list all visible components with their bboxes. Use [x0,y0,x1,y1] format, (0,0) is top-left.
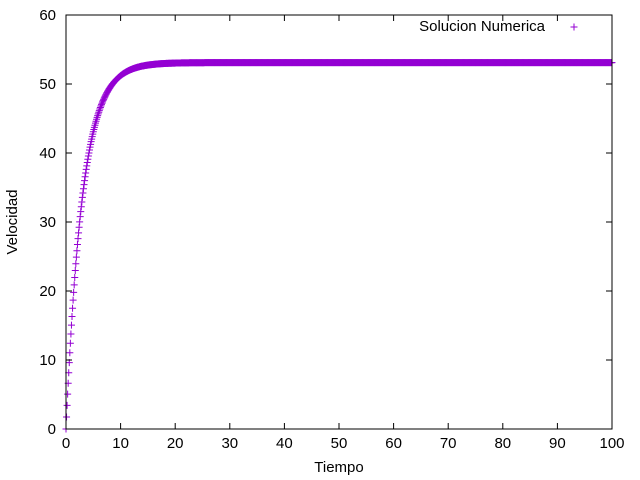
data-point [94,110,102,118]
data-point [84,152,92,160]
data-point [83,158,91,166]
data-point [76,213,84,221]
data-point [72,260,80,268]
y-tick-label: 10 [39,352,56,369]
x-tick-label: 20 [167,435,184,452]
data-point [82,169,90,177]
data-point [79,189,87,197]
series-layer [62,59,616,433]
data-point [83,162,91,170]
data-point [64,390,72,398]
data-point [67,321,75,329]
data-point [93,113,101,121]
data-point [78,198,86,206]
x-tick-label: 70 [440,435,457,452]
x-tick-label: 40 [276,435,293,452]
x-tick-label: 50 [331,435,348,452]
data-point [85,149,93,157]
data-point [81,173,89,181]
data-point [77,208,85,216]
legend-label: Solucion Numerica [419,18,546,35]
x-tick-label: 0 [62,435,70,452]
data-point [74,235,82,243]
data-point [81,177,89,185]
data-point [77,203,85,211]
x-tick-label: 90 [549,435,566,452]
data-point [72,253,80,261]
y-tick-label: 0 [48,421,56,438]
x-axis-title: Tiempo [314,459,363,476]
data-point [73,247,81,255]
x-tick-label: 30 [221,435,238,452]
data-point [71,274,79,282]
data-point [95,107,103,115]
data-point [75,223,83,231]
data-point [71,267,79,275]
data-point [63,413,71,421]
data-point [76,218,84,226]
legend-marker [570,23,578,31]
data-point [68,313,76,321]
y-tick-label: 30 [39,214,56,231]
data-point [82,165,90,173]
data-point [70,288,78,296]
data-point [63,401,71,409]
data-point [66,339,74,347]
data-point [69,296,77,304]
y-tick-label: 50 [39,76,56,93]
data-point [75,229,83,237]
data-point [96,103,104,111]
y-axis-title: Velocidad [4,189,21,254]
data-point [84,155,92,163]
x-tick-label: 10 [112,435,129,452]
data-point [85,146,93,154]
data-point [79,185,87,193]
y-tick-label: 40 [39,145,56,162]
x-tick-label: 100 [599,435,624,452]
data-point [66,349,74,357]
data-point [73,241,81,249]
x-axis: 0 10 20 30 40 50 60 70 80 90 100 [62,15,625,452]
legend-plus-marker [570,23,578,31]
data-point [70,281,78,289]
data-point [78,193,86,201]
x-tick-label: 60 [385,435,402,452]
data-point [94,112,102,120]
y-tick-label: 60 [39,7,56,24]
data-point [69,304,77,312]
data-point [67,330,75,338]
legend: Solucion Numerica [419,18,578,35]
y-tick-label: 20 [39,283,56,300]
x-tick-label: 80 [494,435,511,452]
y-axis: 0 10 20 30 40 50 60 [39,7,612,438]
data-point [95,108,103,116]
data-point [96,105,104,113]
data-point [80,181,88,189]
